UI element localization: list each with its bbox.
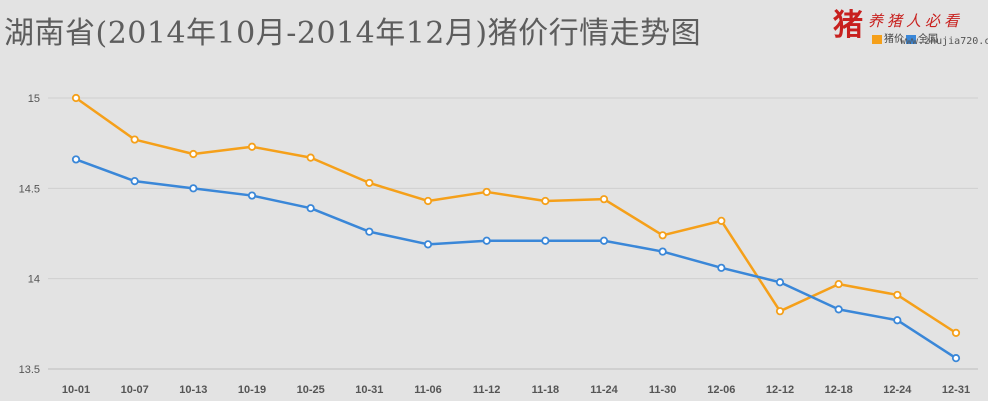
x-tick-label: 10-13 (179, 384, 207, 396)
data-point (365, 178, 374, 188)
logo-subtitle: 猪价 全国 (870, 30, 938, 45)
data-point (658, 231, 667, 240)
logo-sub-right: 全国 (918, 34, 938, 45)
x-tick-label: 11-30 (649, 384, 677, 396)
data-point (247, 191, 257, 200)
data-point (775, 307, 785, 316)
data-point (658, 247, 667, 256)
data-point (482, 187, 491, 197)
y-tick-label: 13.5 (19, 364, 40, 376)
data-point (247, 142, 257, 151)
orange-square-icon (872, 34, 882, 44)
series-line-1 (75, 96, 957, 334)
x-tick-label: 11-24 (590, 384, 618, 396)
data-point (541, 196, 550, 206)
chart-title: 湖南省(2014年10月-2014年12月)猪价行情走势图 (4, 16, 702, 51)
data-point (717, 216, 726, 225)
data-point (71, 155, 81, 164)
series-lines (75, 96, 957, 360)
x-tick-label: 10-07 (121, 384, 149, 396)
logo-url: www.zhujia720.com (900, 36, 988, 47)
data-point (834, 305, 843, 314)
x-tick-label: 12-18 (825, 384, 853, 396)
x-tick-label: 11-18 (532, 384, 560, 396)
data-point (189, 149, 198, 159)
data-point (541, 236, 550, 245)
data-point (130, 177, 139, 186)
site-logo[interactable]: 猪 养猪人必看 猪价 全国 www.zhujia720.com (826, 6, 988, 50)
x-tick-label: 10-19 (238, 384, 266, 396)
y-tick-label: 14.5 (19, 183, 40, 195)
y-axis-ticks: 13.5 14 14.5 15 (19, 93, 40, 376)
x-tick-label: 11-12 (473, 384, 501, 396)
grid-lines (48, 97, 978, 370)
blue-square-icon (906, 34, 916, 44)
series-line-2 (75, 158, 957, 360)
data-point (717, 263, 726, 272)
x-tick-label: 12-12 (766, 384, 794, 396)
logo-name: 养猪人必看 (868, 12, 964, 30)
data-point (423, 240, 433, 249)
data-point (423, 196, 433, 206)
data-point (775, 278, 785, 287)
data-point (189, 184, 198, 193)
data-point (951, 354, 961, 363)
data-point (482, 236, 491, 245)
logo-sub-left: 猪价 (884, 34, 904, 45)
data-point (951, 328, 961, 337)
x-tick-label: 11-06 (414, 384, 442, 396)
data-point (306, 204, 315, 213)
data-point (130, 135, 139, 144)
data-point (71, 93, 81, 103)
x-axis-ticks: 10-01 10-07 10-13 10-19 10-25 10-31 11-06 11-12… (62, 384, 970, 396)
x-tick-label: 12-31 (942, 384, 970, 396)
data-point (834, 279, 843, 289)
series-points (71, 93, 961, 363)
x-tick-label: 10-25 (297, 384, 325, 396)
y-tick-label: 14 (28, 274, 40, 286)
y-tick-label: 15 (28, 93, 40, 105)
pig-logo-icon: 猪 (833, 8, 863, 43)
x-tick-label: 12-24 (883, 384, 912, 396)
x-tick-label: 10-31 (355, 384, 383, 396)
data-point (893, 290, 902, 300)
data-point (599, 236, 609, 245)
data-point (893, 316, 902, 325)
x-tick-label: 10-01 (62, 384, 90, 396)
data-point (599, 195, 609, 204)
data-point (306, 153, 315, 162)
x-tick-label: 12-06 (707, 384, 735, 396)
data-point (365, 227, 374, 236)
